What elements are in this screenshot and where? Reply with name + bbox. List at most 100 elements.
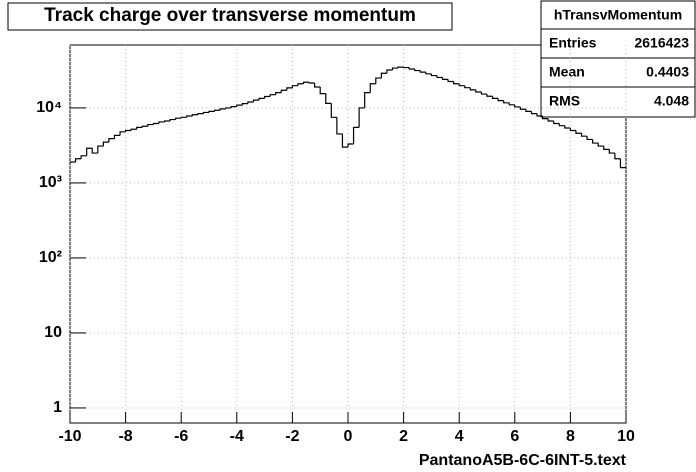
bin <box>375 77 382 84</box>
y-tick-label: 10² <box>39 249 62 266</box>
bin <box>547 118 554 122</box>
bin <box>542 116 549 120</box>
bin <box>136 126 143 130</box>
bin <box>425 72 432 75</box>
bin <box>464 85 471 89</box>
bin <box>597 143 604 147</box>
bin <box>414 69 421 72</box>
stats-title: hTransvMomentum <box>554 7 682 23</box>
bin <box>302 81 310 84</box>
bin <box>397 66 404 69</box>
bin <box>419 70 426 73</box>
bin <box>508 102 515 106</box>
y-tick-label: 10⁴ <box>36 99 62 116</box>
y-tick-label: 10³ <box>39 174 62 191</box>
bin <box>514 104 521 108</box>
x-tick-label: 8 <box>566 428 575 445</box>
x-tick-label: -8 <box>118 428 132 445</box>
bin <box>430 73 437 77</box>
bin <box>614 153 621 160</box>
bin <box>119 131 126 136</box>
bin <box>163 120 171 122</box>
stats-label: Entries <box>549 35 597 51</box>
bin <box>147 123 154 127</box>
x-tick-label: -10 <box>58 428 81 445</box>
x-tick-label: -2 <box>285 428 299 445</box>
bin <box>536 113 543 117</box>
bin <box>291 85 298 88</box>
chart-title: Track charge over transverse momentum <box>44 5 416 26</box>
x-tick-label: 10 <box>617 428 635 445</box>
bin <box>619 158 626 169</box>
bin <box>503 100 510 104</box>
bin <box>191 114 198 117</box>
bin <box>297 83 304 86</box>
stats-box: hTransvMomentum Entries 2616423 Mean 0.4403… <box>540 0 696 118</box>
bin <box>202 111 209 114</box>
x-tick-label: 0 <box>344 428 353 445</box>
bin <box>80 155 87 159</box>
bin <box>519 106 526 110</box>
bin <box>314 82 321 88</box>
bin <box>447 79 454 83</box>
bin <box>197 112 204 115</box>
bin <box>141 125 148 128</box>
bin <box>408 67 415 70</box>
bin <box>364 92 371 108</box>
bin <box>525 109 532 112</box>
bin <box>497 98 504 102</box>
bin <box>86 147 93 156</box>
bin <box>475 89 482 93</box>
bin <box>252 99 260 102</box>
bin <box>264 95 271 99</box>
bin <box>219 108 226 111</box>
bin <box>347 143 354 148</box>
bin <box>586 136 593 141</box>
bin <box>580 133 588 137</box>
stats-label: RMS <box>549 93 580 109</box>
bin <box>391 67 399 71</box>
bin <box>469 87 476 91</box>
bin <box>575 130 582 134</box>
bin <box>74 158 82 163</box>
bin <box>91 148 98 154</box>
bin <box>241 103 248 106</box>
bin <box>175 117 182 120</box>
bin <box>608 149 615 154</box>
x-tick-label: -4 <box>230 428 244 445</box>
bin <box>269 94 276 97</box>
bin <box>319 87 326 95</box>
stats-label: Mean <box>549 64 585 80</box>
bin <box>603 146 610 150</box>
bin <box>280 89 287 93</box>
bin <box>286 87 293 91</box>
bin <box>169 118 176 121</box>
bin <box>275 92 282 95</box>
y-tick-label: 10 <box>44 324 62 341</box>
bin <box>386 69 393 74</box>
bin <box>341 133 348 148</box>
y-tick-label: 1 <box>53 399 62 416</box>
bin <box>530 111 538 115</box>
bin <box>330 103 337 118</box>
bin <box>480 92 487 95</box>
stats-value: 4.048 <box>654 93 689 109</box>
x-tick-label: 2 <box>399 428 408 445</box>
x-axis-label: PantanoA5B-6C-6INT-5.text <box>419 452 627 469</box>
stats-frame <box>540 0 696 118</box>
bin <box>564 125 571 129</box>
stats-value: 2616423 <box>634 35 689 51</box>
bin <box>152 122 159 125</box>
bin <box>97 145 104 154</box>
title-box <box>7 2 453 31</box>
bin <box>113 134 121 139</box>
bin <box>247 101 254 104</box>
bin <box>553 120 560 125</box>
bin <box>441 77 449 81</box>
bin <box>380 72 387 79</box>
bin <box>308 82 315 84</box>
bin <box>453 81 460 85</box>
bin <box>358 107 365 128</box>
bin <box>158 121 165 124</box>
bin <box>352 126 360 145</box>
